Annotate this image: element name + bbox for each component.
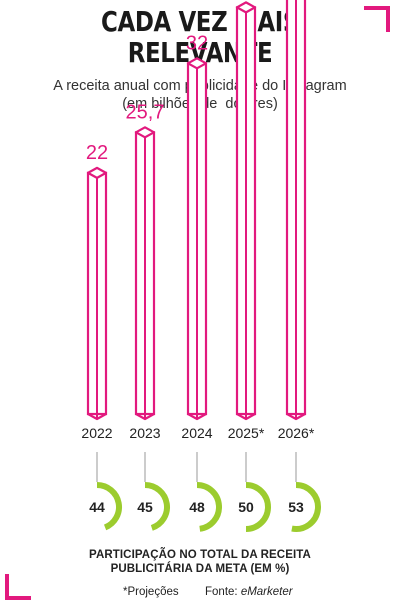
share-label-2025*: 50 <box>238 499 254 515</box>
share-arc-2023 <box>144 482 170 531</box>
value-label-2024: 32 <box>186 32 208 54</box>
share-label-2023: 45 <box>137 499 153 515</box>
share-caption: PARTICIPAÇÃO NO TOTAL DA RECEITA PUBLICI… <box>0 548 400 576</box>
share-arc-2024 <box>196 482 222 532</box>
caption-line-2: PUBLICITÁRIA DA META (EM %) <box>110 563 290 575</box>
share-arc-2026* <box>291 482 321 532</box>
share-label-2026*: 53 <box>288 499 304 515</box>
source-label: Fonte: <box>205 586 241 598</box>
year-label-2024: 2024 <box>181 425 212 441</box>
year-label-2025*: 2025* <box>228 425 265 441</box>
share-rings-group: 44 45 48 50 53 <box>89 452 321 532</box>
share-label-2022: 44 <box>89 499 105 515</box>
year-label-2023: 2023 <box>129 425 160 441</box>
share-arc-2025* <box>245 482 271 532</box>
bar-2024 <box>186 57 208 421</box>
bar-2023 <box>134 126 156 421</box>
value-label-2022: 22 <box>86 142 108 164</box>
value-label-2023: 25,7 <box>126 101 165 123</box>
year-label-2022: 2022 <box>81 425 112 441</box>
corner-bracket-top-right <box>364 6 390 32</box>
share-ring-2024: 48 <box>189 452 222 532</box>
bar-2022 <box>86 166 108 421</box>
bar-2025* <box>235 1 257 421</box>
corner-bracket-bottom-left <box>5 574 31 600</box>
projection-footnote: *Projeções <box>123 586 179 598</box>
share-label-2024: 48 <box>189 499 205 515</box>
title-line-1: CADA VEZ MAIS <box>101 5 299 38</box>
share-ring-2022: 44 <box>89 452 122 531</box>
share-ring-2023: 45 <box>137 452 170 531</box>
caption-line-1: PARTICIPAÇÃO NO TOTAL DA RECEITA <box>89 549 311 561</box>
share-arc-2022 <box>96 482 122 531</box>
bar-2026* <box>285 0 307 421</box>
year-label-2026*: 2026* <box>278 425 315 441</box>
share-ring-2026*: 53 <box>288 452 321 532</box>
share-ring-2025*: 50 <box>238 452 271 532</box>
source-credit: Fonte: eMarketer <box>205 586 293 598</box>
source-name: eMarketer <box>240 586 293 598</box>
